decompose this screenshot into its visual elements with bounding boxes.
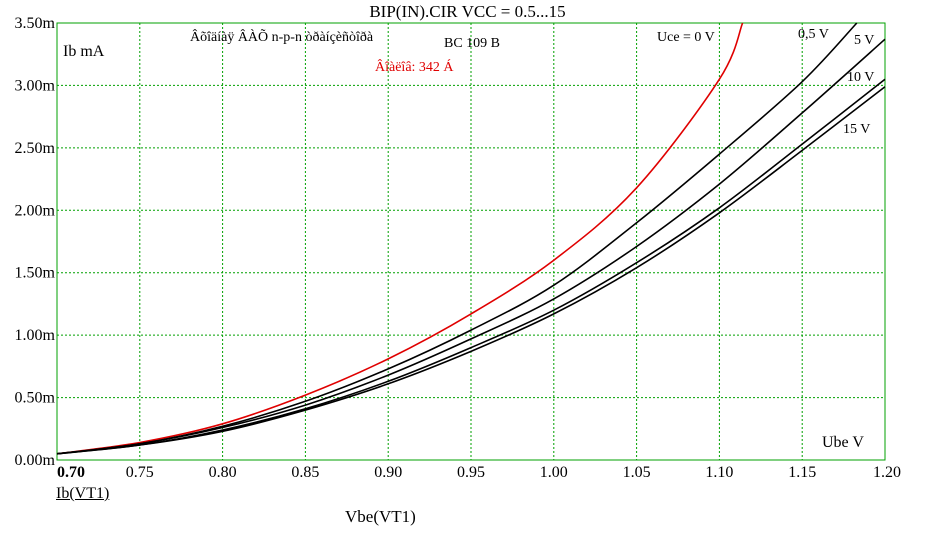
device-label: BC 109 B (444, 36, 501, 51)
x-tick-label: 1.10 (705, 464, 733, 481)
chart-title: BIP(IN).CIR VCC = 0.5...15 (369, 2, 566, 21)
y-axis-title: Ib(VT1) (56, 485, 110, 502)
series-label-layer: Uce = 0 V 0,5 V 5 V 10 V 15 V (657, 27, 874, 137)
x-tick-label: 0.80 (209, 464, 237, 481)
y-tick-label: 0.50m (15, 390, 56, 407)
x-tick-label: 1.15 (788, 464, 816, 481)
y-tick-labels: 0.00m 0.50m 1.00m 1.50m 2.00m 2.50m 3.00m 3.50m (15, 15, 56, 469)
series-label-3: 10 V (847, 70, 874, 85)
x-tick-labels: 0.70 0.75 0.80 0.85 0.90 0.95 1.00 1.05 1.10 1.15… (57, 464, 901, 481)
x-tick-label: 0.95 (457, 464, 485, 481)
series-label-1: 0,5 V (798, 27, 829, 42)
plot-frame (56, 22, 886, 461)
x-tick-label: 1.05 (623, 464, 651, 481)
x-axis-title: Vbe(VT1) (345, 507, 416, 526)
y-tick-label: 0.00m (15, 452, 56, 469)
x-tick-label: 0.75 (126, 464, 154, 481)
grid (57, 23, 885, 460)
series-label-2: 5 V (854, 33, 874, 48)
series-line-2 (56, 38, 886, 455)
series-line-4 (56, 86, 886, 455)
series-layer (56, 22, 886, 455)
series-label-0: Uce = 0 V (657, 30, 715, 45)
x-tick-label: 0.90 (374, 464, 402, 481)
y-tick-label: 1.50m (15, 265, 56, 282)
series-line-3 (56, 78, 886, 455)
series-label-4: 15 V (843, 122, 870, 137)
y-tick-label: 1.00m (15, 327, 56, 344)
x-tick-label: 0.85 (291, 464, 319, 481)
y-tick-label: 3.00m (15, 77, 56, 94)
beta-label: Âîàëîâ: 342 Á (375, 60, 454, 75)
x-unit-label: Ube V (822, 434, 864, 451)
series-line-1 (56, 22, 858, 455)
x-tick-label: 1.00 (540, 464, 568, 481)
y-tick-label: 2.50m (15, 140, 56, 157)
series-line-0 (56, 22, 744, 455)
subtitle-label: Âõîäíàÿ ÂÀÕ n-p-n òðàíçèñòîðà (190, 30, 374, 45)
x-tick-label: 1.20 (873, 464, 901, 481)
x-tick-label: 0.70 (57, 464, 85, 481)
y-unit-label: Ib mA (63, 43, 105, 60)
y-tick-label: 2.00m (15, 202, 56, 219)
y-tick-label: 3.50m (15, 15, 56, 32)
